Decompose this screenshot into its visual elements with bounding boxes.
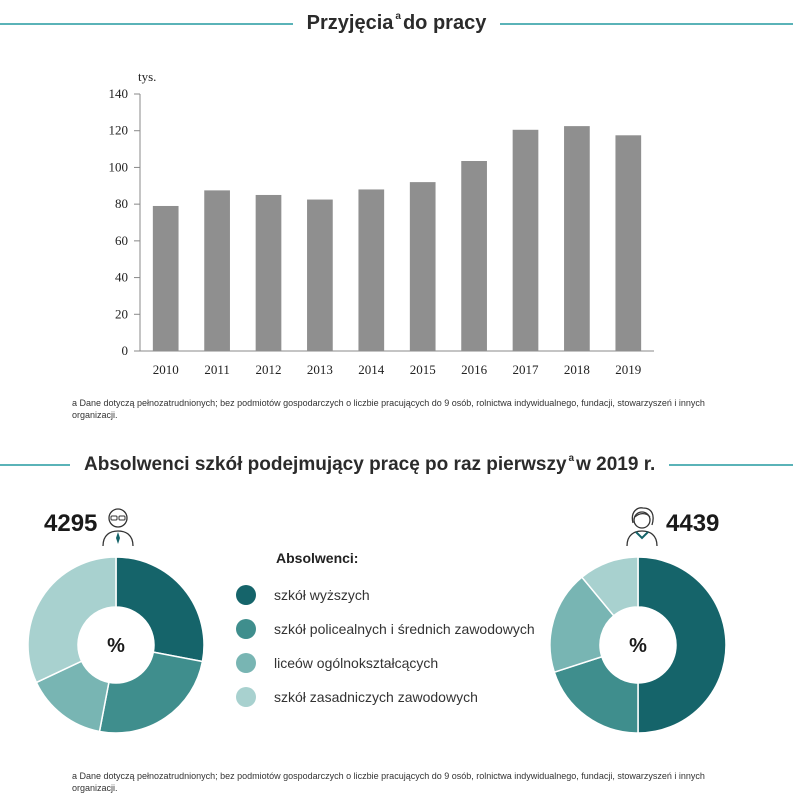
bar	[204, 190, 230, 351]
legend-item: szkół zasadniczych zawodowych	[236, 680, 566, 714]
total-men: 4295	[44, 510, 98, 537]
bar	[564, 126, 590, 351]
title-rule-left-2	[0, 464, 70, 466]
bottom-section-title: Absolwenci szkół podejmujący pracę po ra…	[0, 452, 793, 476]
donut-chart-left: %	[27, 556, 205, 734]
y-tick-label: 100	[109, 159, 129, 174]
bar	[409, 182, 436, 351]
x-tick-label: 2015	[410, 362, 436, 377]
legend: Absolwenci: szkół wyższych szkół policea…	[236, 550, 566, 714]
x-tick-label: 2018	[564, 362, 590, 377]
x-tick-label: 2016	[461, 362, 488, 377]
title-rule-right-2	[669, 464, 793, 466]
bar	[358, 189, 385, 351]
legend-item: liceów ogólnokształcących	[236, 646, 566, 680]
legend-label: szkół policealnych i średnich zawodowych	[274, 621, 535, 637]
legend-title: Absolwenci:	[276, 550, 359, 566]
pie-slice	[27, 556, 117, 684]
top-title-pre: Przyjęcia	[306, 12, 394, 34]
pie-slice	[115, 556, 205, 663]
bar	[255, 194, 282, 351]
legend-label: szkół wyższych	[274, 587, 370, 603]
title-rule-left	[0, 22, 293, 25]
y-tick-label: 120	[109, 123, 129, 138]
y-tick-label: 140	[109, 86, 129, 101]
footnote-top: a Dane dotyczą pełnozatrudnionych; bez p…	[72, 398, 705, 420]
pie-slice	[580, 556, 639, 617]
x-tick-label: 2019	[615, 362, 641, 377]
pie-slice	[553, 655, 639, 734]
legend-swatch	[236, 619, 256, 639]
x-tick-label: 2017	[513, 362, 540, 377]
legend-swatch	[236, 585, 256, 605]
y-tick-label: 80	[115, 196, 128, 211]
pie-slice	[549, 576, 615, 674]
bottom-title-post: w 2019 r.	[576, 454, 656, 475]
title-rule-right	[500, 22, 793, 25]
top-section-title: Przyjęcia a do pracy	[0, 11, 793, 35]
bar	[152, 205, 179, 351]
bar	[461, 161, 487, 351]
y-tick-label: 0	[122, 343, 129, 358]
bar	[615, 135, 642, 351]
bottom-title-pre: Absolwenci szkół podejmujący pracę po ra…	[84, 454, 567, 475]
y-unit-label: tys.	[138, 69, 156, 84]
bar	[512, 129, 539, 351]
bar	[307, 199, 333, 351]
x-tick-label: 2013	[307, 362, 333, 377]
legend-item: szkół policealnych i średnich zawodowych	[236, 612, 566, 646]
bar-chart: tys. 0 20 40 60 80 100 120 140 2010 2011 2012 2013 2…	[109, 69, 654, 377]
woman-icon	[626, 507, 658, 547]
legend-label: szkół zasadniczych zawodowych	[274, 689, 478, 705]
y-tick-label: 40	[115, 270, 128, 285]
y-tick-label: 60	[115, 233, 128, 248]
pie-slice	[98, 651, 204, 734]
top-title-post: do pracy	[402, 12, 487, 34]
donut-center-label: %	[107, 635, 125, 657]
bottom-title-text: Absolwenci szkół podejmujący pracę po ra…	[70, 452, 669, 476]
legend-swatch	[236, 653, 256, 673]
donut-center-label: %	[629, 635, 647, 657]
legend-label: liceów ogólnokształcących	[274, 655, 439, 671]
bottom-title-sup: a	[568, 452, 575, 464]
legend-swatch	[236, 687, 256, 707]
legend-item: szkół wyższych	[236, 578, 566, 612]
top-title-sup: a	[395, 11, 401, 23]
total-women: 4439	[666, 510, 720, 537]
man-icon	[102, 508, 134, 547]
donut-chart-right: %	[549, 556, 727, 734]
x-tick-label: 2011	[204, 362, 230, 377]
x-tick-label: 2012	[256, 362, 282, 377]
x-tick-label: 2014	[358, 362, 385, 377]
y-tick-label: 20	[115, 306, 128, 321]
pie-slice	[637, 556, 727, 734]
x-tick-label: 2010	[153, 362, 179, 377]
top-title-text: Przyjęcia a do pracy	[293, 11, 501, 35]
footnote-bottom: a Dane dotyczą pełnozatrudnionych; bez p…	[72, 771, 705, 793]
